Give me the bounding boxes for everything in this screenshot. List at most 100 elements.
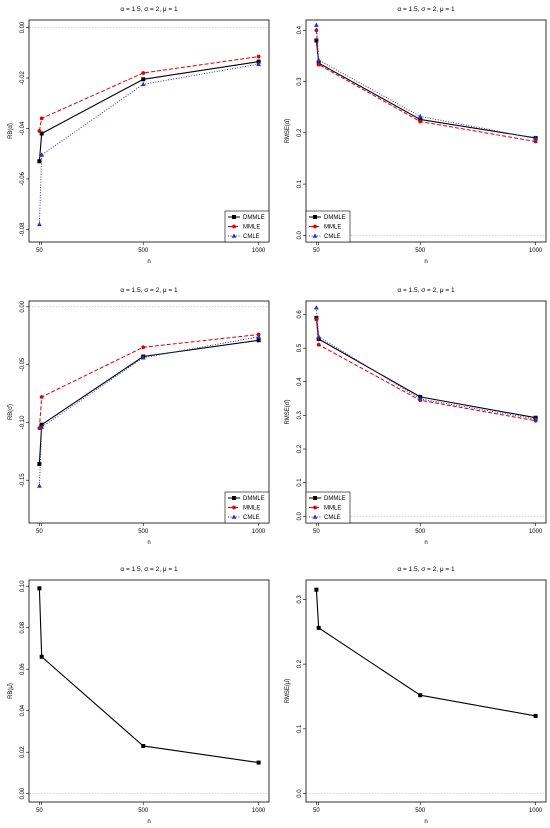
y-tick-label: 0.6: [297, 310, 303, 319]
data-point-dmmle: [256, 338, 261, 343]
series-dmmle: [37, 338, 261, 467]
legend-marker: [312, 514, 318, 519]
legend-label: DMMLE: [243, 496, 265, 502]
legend-label: MMLE: [324, 225, 341, 231]
y-tick-label: -0.05: [20, 357, 26, 371]
data-point-mmle: [316, 62, 321, 67]
series-mmle: [314, 28, 538, 144]
data-point-cmle: [313, 22, 319, 27]
x-axis-label: n: [147, 540, 150, 546]
data-point-series: [39, 654, 44, 659]
y-tick-label: 0.04: [20, 704, 26, 716]
series-cmle: [313, 305, 539, 421]
x-tick-label: 500: [138, 248, 149, 254]
legend-label: CMLE: [324, 234, 341, 240]
y-axis-label: RMSE(α̂): [285, 119, 291, 144]
data-point-cmle: [39, 152, 45, 157]
series-dmmle: [314, 315, 538, 420]
y-tick-label: 0.1: [297, 478, 303, 487]
y-tick-label: -0.10: [20, 415, 26, 429]
data-point-series: [533, 713, 538, 718]
y-tick-label: 0.2: [297, 128, 303, 137]
data-point-cmle: [533, 416, 539, 421]
series-line-cmle: [315, 307, 536, 420]
data-point-dmmle: [316, 337, 321, 342]
series-line-mmle: [38, 56, 259, 132]
y-tick-label: 0.0: [297, 789, 303, 798]
series-series: [37, 586, 261, 765]
series-mmle: [314, 317, 538, 423]
y-tick-label: 0.00: [20, 300, 26, 312]
panel-rmse-alpha: α = 1.5, σ = 2, μ = 1 50 500 1000 n 0.0 0.1 0.2…: [285, 6, 547, 265]
legend-marker: [313, 224, 317, 229]
x-axis-label: n: [147, 259, 150, 265]
y-tick-label: 0.00: [20, 21, 26, 33]
data-point-series: [314, 587, 319, 592]
data-point-mmle: [39, 395, 44, 399]
plot-frame: [305, 300, 547, 524]
chart-title: α = 1.5, σ = 2, μ = 1: [397, 6, 455, 13]
y-tick-label: 0.0: [297, 511, 303, 520]
legend-label: DMMLE: [243, 215, 265, 221]
x-axis-label: n: [424, 819, 427, 825]
x-tick-label: 50: [36, 808, 43, 814]
y-tick-label: 0.1: [297, 179, 303, 188]
x-tick-label: 1000: [529, 248, 543, 254]
x-tick-label: 500: [138, 808, 149, 814]
legend-marker: [313, 215, 317, 219]
series-line-series: [38, 588, 259, 764]
panel-rb-mu: α = 1.5, σ = 2, μ = 1 50 500 1000 n 0.00 0.02 0…: [8, 566, 270, 825]
legend: DMMLE MMLE CMLE: [224, 210, 270, 243]
y-tick-label: 0.1: [297, 724, 303, 733]
x-tick-label: 50: [313, 248, 320, 254]
x-tick-label: 1000: [252, 248, 266, 254]
data-point-mmle: [314, 28, 319, 33]
y-tick-label: 0.08: [20, 621, 26, 633]
data-point-cmle: [316, 334, 322, 339]
y-tick-label: -0.15: [20, 473, 26, 487]
legend-marker: [231, 233, 237, 238]
plot-frame: [28, 19, 270, 243]
legend-label: MMLE: [243, 225, 260, 231]
y-axis-label: RMSE(μ̂): [285, 679, 291, 704]
x-tick-label: 50: [36, 248, 43, 254]
legend-label: CMLE: [243, 515, 260, 521]
data-point-mmle: [316, 342, 321, 347]
x-axis-label: n: [424, 540, 427, 546]
data-point-cmle: [256, 334, 262, 339]
x-tick-label: 50: [313, 808, 320, 814]
x-tick-label: 500: [415, 808, 426, 814]
data-point-cmle: [316, 57, 322, 62]
plot-frame: [305, 19, 547, 243]
legend-marker: [232, 505, 236, 510]
chart-title: α = 1.5, σ = 2, μ = 1: [120, 6, 178, 13]
y-tick-label: -0.06: [20, 171, 26, 185]
x-tick-label: 500: [138, 529, 149, 535]
legend-label: MMLE: [324, 506, 341, 512]
series-cmle: [36, 334, 262, 488]
y-tick-label: 0.0: [297, 231, 303, 240]
series-line-dmmle: [315, 40, 536, 139]
x-axis-label: n: [147, 819, 150, 825]
legend: DMMLE MMLE CMLE: [305, 210, 351, 243]
series-line-mmle: [38, 334, 259, 429]
data-point-dmmle: [39, 131, 44, 136]
data-point-mmle: [141, 71, 146, 75]
y-tick-label: 0.4: [297, 25, 303, 34]
y-axis-label: RB(α̂): [8, 123, 14, 139]
series-line-dmmle: [315, 317, 536, 419]
data-point-series: [256, 760, 261, 765]
data-point-cmle: [36, 483, 42, 488]
x-tick-label: 1000: [252, 808, 266, 814]
data-point-mmle: [37, 129, 42, 133]
legend-label: CMLE: [243, 234, 260, 240]
data-point-mmle: [39, 116, 44, 121]
legend-label: CMLE: [324, 515, 341, 521]
data-point-mmle: [141, 345, 146, 350]
series-line-series: [315, 589, 536, 717]
series-line-mmle: [315, 30, 536, 143]
y-tick-label: 0.5: [297, 343, 303, 352]
legend-marker: [313, 505, 317, 510]
data-point-cmle: [533, 135, 539, 141]
y-tick-label: 0.3: [297, 411, 303, 420]
